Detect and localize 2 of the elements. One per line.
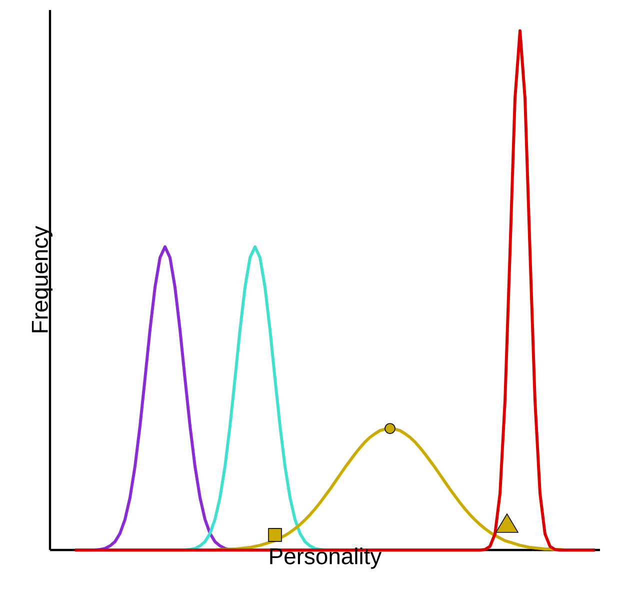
- y-axis-title: Frequency: [32, 226, 52, 332]
- x-axis-title: Personality: [270, 548, 382, 569]
